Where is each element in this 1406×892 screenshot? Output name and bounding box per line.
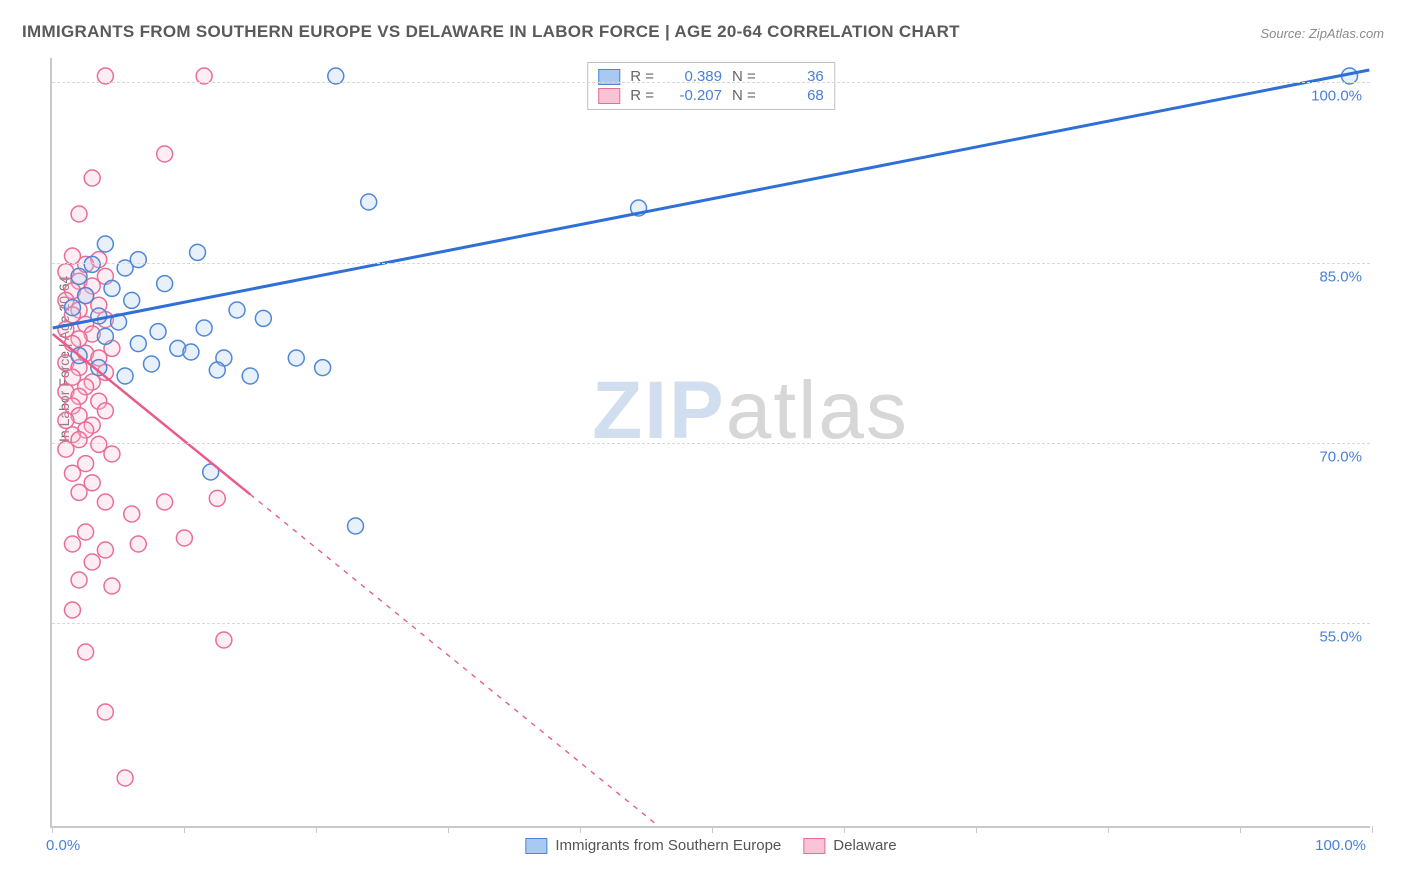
x-tick <box>1108 826 1109 833</box>
scatter-point-pink <box>97 542 113 558</box>
legend-swatch-pink-bottom <box>803 838 825 854</box>
scatter-point-pink <box>71 206 87 222</box>
scatter-point-blue <box>150 324 166 340</box>
chart-svg <box>52 58 1370 826</box>
scatter-point-blue <box>130 336 146 352</box>
scatter-point-blue <box>183 344 199 360</box>
scatter-point-pink <box>97 494 113 510</box>
trend-line-blue <box>53 70 1370 328</box>
x-tick <box>52 826 53 833</box>
x-tick <box>712 826 713 833</box>
grid-line <box>52 263 1370 264</box>
grid-line <box>52 623 1370 624</box>
scatter-point-pink <box>97 704 113 720</box>
scatter-point-pink <box>104 578 120 594</box>
trend-line-pink-extrap <box>250 494 658 826</box>
scatter-point-blue <box>117 368 133 384</box>
scatter-point-pink <box>71 572 87 588</box>
scatter-point-blue <box>143 356 159 372</box>
x-tick <box>316 826 317 833</box>
scatter-point-pink <box>71 484 87 500</box>
scatter-point-pink <box>209 490 225 506</box>
scatter-point-pink <box>78 524 94 540</box>
scatter-point-pink <box>216 632 232 648</box>
scatter-point-blue <box>196 320 212 336</box>
scatter-point-pink <box>97 403 113 419</box>
source-attribution: Source: ZipAtlas.com <box>1260 26 1384 41</box>
grid-line <box>52 443 1370 444</box>
scatter-point-pink <box>157 146 173 162</box>
chart-title: IMMIGRANTS FROM SOUTHERN EUROPE VS DELAW… <box>22 22 960 42</box>
scatter-point-blue <box>104 280 120 296</box>
scatter-point-pink <box>130 536 146 552</box>
scatter-point-pink <box>176 530 192 546</box>
scatter-point-pink <box>58 412 74 428</box>
scatter-point-pink <box>64 465 80 481</box>
legend-item-blue: Immigrants from Southern Europe <box>525 837 781 854</box>
scatter-point-blue <box>157 276 173 292</box>
legend-series: Immigrants from Southern Europe Delaware <box>525 837 896 854</box>
x-tick-label-max: 100.0% <box>1315 837 1366 854</box>
x-tick <box>1372 826 1373 833</box>
scatter-point-pink <box>104 446 120 462</box>
y-tick-label: 85.0% <box>1319 268 1362 285</box>
legend-swatch-blue-bottom <box>525 838 547 854</box>
y-tick-label: 70.0% <box>1319 449 1362 466</box>
scatter-point-blue <box>124 292 140 308</box>
scatter-point-blue <box>71 268 87 284</box>
scatter-point-pink <box>78 644 94 660</box>
x-tick <box>1240 826 1241 833</box>
scatter-point-pink <box>117 770 133 786</box>
x-tick <box>844 826 845 833</box>
legend-item-pink: Delaware <box>803 837 896 854</box>
grid-line <box>52 82 1370 83</box>
x-tick-label-min: 0.0% <box>46 837 80 854</box>
x-tick <box>448 826 449 833</box>
scatter-point-blue <box>190 244 206 260</box>
scatter-point-blue <box>361 194 377 210</box>
scatter-point-blue <box>288 350 304 366</box>
scatter-point-pink <box>157 494 173 510</box>
scatter-point-pink <box>124 506 140 522</box>
x-tick <box>184 826 185 833</box>
scatter-point-pink <box>84 170 100 186</box>
scatter-point-blue <box>348 518 364 534</box>
scatter-point-blue <box>97 328 113 344</box>
scatter-point-pink <box>64 536 80 552</box>
scatter-point-blue <box>97 236 113 252</box>
y-tick-label: 55.0% <box>1319 629 1362 646</box>
scatter-point-blue <box>315 360 331 376</box>
plot-area: In Labor Force | Age 20-64 ZIPatlas R = … <box>50 58 1370 828</box>
scatter-point-pink <box>84 554 100 570</box>
legend-label-pink: Delaware <box>833 837 896 854</box>
scatter-point-blue <box>209 362 225 378</box>
x-tick <box>580 826 581 833</box>
scatter-point-blue <box>64 300 80 316</box>
scatter-point-blue <box>84 256 100 272</box>
y-tick-label: 100.0% <box>1311 88 1362 105</box>
legend-label-blue: Immigrants from Southern Europe <box>555 837 781 854</box>
scatter-point-pink <box>64 602 80 618</box>
scatter-point-blue <box>242 368 258 384</box>
scatter-point-blue <box>78 288 94 304</box>
scatter-point-blue <box>255 310 271 326</box>
x-tick <box>976 826 977 833</box>
scatter-point-blue <box>229 302 245 318</box>
